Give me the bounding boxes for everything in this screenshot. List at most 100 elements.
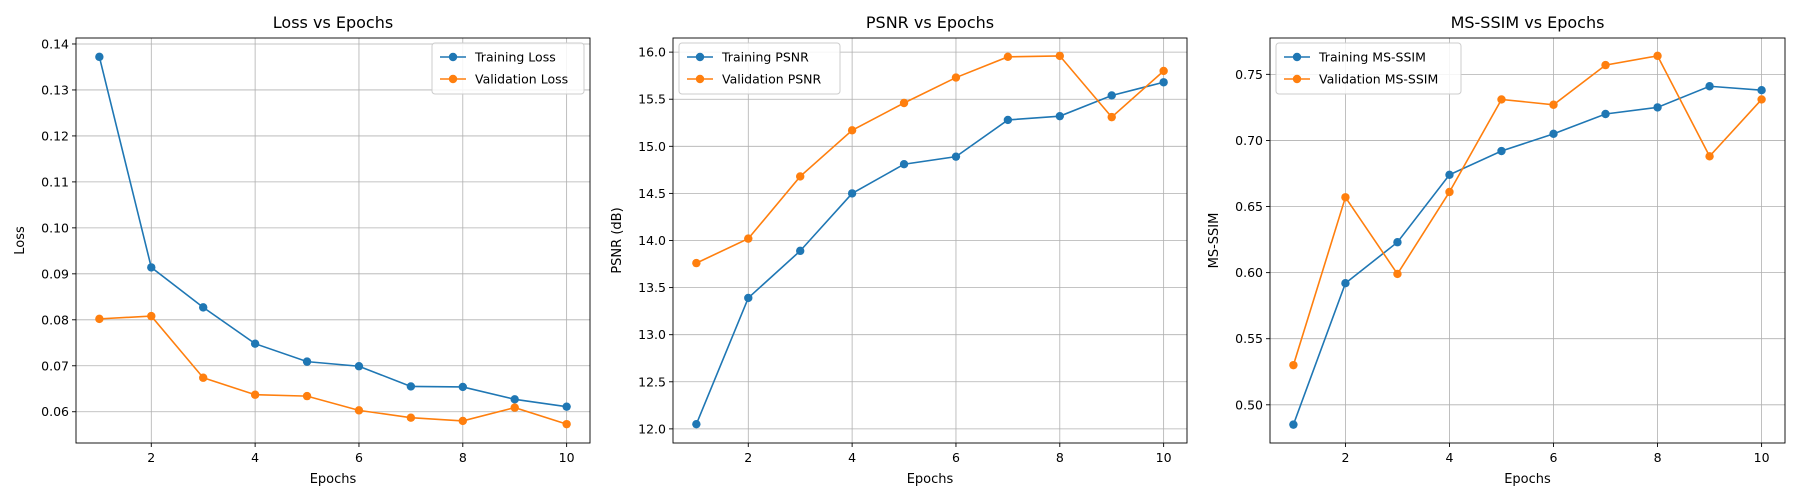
data-point [199,303,208,312]
series-validation-loss [95,311,571,429]
data-point [1107,112,1116,122]
data-point [302,391,312,401]
legend-box [431,42,585,95]
data-point [951,152,961,161]
data-point [1445,170,1454,180]
data-point [1653,103,1662,112]
data-point [1549,129,1558,139]
data-point [1055,111,1064,121]
data-point [1445,187,1454,197]
y-tick-label: 0.09 [41,266,69,281]
legend: Training Loss Validation Loss [431,42,585,95]
data-point [1341,193,1350,202]
x-tick-label: 10 [559,450,575,465]
series-training-loss [95,52,571,411]
y-tick-label: 0.75 [1235,67,1263,82]
legend-label: Validation MS-SSIM [1319,72,1438,87]
data-point [354,362,364,371]
legend-swatch-marker [695,74,705,84]
chart-title: Loss vs Epochs [273,13,393,32]
plot-frame [1269,37,1786,444]
data-point [250,339,260,348]
legend-swatch-marker [1292,74,1302,84]
x-tick-label: 8 [459,450,467,465]
x-tick-label: 2 [147,450,155,465]
data-point [1289,420,1298,429]
legend-label: Training Loss [474,50,556,65]
data-point [562,419,571,429]
y-tick-label: 0.07 [41,358,69,373]
data-point [1757,86,1766,95]
data-point [458,382,467,392]
data-point [510,395,519,404]
data-point [1003,52,1013,62]
y-tick-label: 16.0 [638,45,666,60]
legend-label: Training PSNR [721,50,809,65]
y-axis-label: MS-SSIM [1207,213,1222,269]
data-point [1159,78,1168,87]
data-point [1601,109,1610,119]
data-point [1159,66,1168,76]
y-tick-label: 13.5 [638,280,666,295]
data-point [147,263,156,272]
data-point [1341,278,1350,288]
y-tick-label: 13.0 [638,327,666,342]
data-point [744,293,753,303]
y-tick-label: 0.55 [1235,331,1263,346]
x-tick-label: 6 [355,450,363,465]
data-point [951,73,961,82]
data-point [147,311,156,321]
legend-label: Training MS-SSIM [1318,50,1426,65]
legend-label: Validation Loss [475,72,568,87]
data-point [847,126,857,135]
x-tick-label: 2 [744,450,752,465]
y-tick-label: 14.5 [638,186,666,201]
y-tick-label: 0.11 [41,174,69,189]
legend-box [1275,42,1462,95]
series-line [99,315,567,425]
legend-swatch-marker [448,74,458,84]
data-point [1107,91,1116,100]
y-tick-label: 0.70 [1235,133,1263,148]
plot-frame [75,37,591,444]
y-tick-label: 0.12 [41,128,69,143]
data-point [354,406,364,415]
grid-lines [1270,38,1785,443]
data-point [899,98,909,108]
y-tick-label: 15.0 [638,139,666,154]
series-line [1292,85,1762,425]
data-point [95,314,104,324]
y-tick-label: 15.5 [638,92,666,107]
y-tick-label: 0.60 [1235,265,1263,280]
series-validation-psnr [692,51,1168,268]
data-point [510,403,519,412]
series-training-psnr [692,78,1168,429]
x-tick-label: 10 [1156,450,1172,465]
y-tick-label: 0.08 [41,312,69,327]
data-point [1653,51,1662,61]
y-tick-label: 0.06 [41,404,69,419]
x-tick-label: 8 [1056,450,1064,465]
data-point [199,373,208,382]
data-point [1497,146,1506,156]
data-point [744,234,753,243]
data-point [1289,360,1298,370]
y-tick-label: 12.5 [638,374,666,389]
legend: Training MS-SSIM Validation MS-SSIM [1275,42,1462,95]
chart-title: MS-SSIM vs Epochs [1451,13,1605,32]
y-tick-label: 0.10 [41,220,69,235]
data-point [1757,95,1766,104]
grid-lines [76,38,590,443]
data-point [1705,152,1714,161]
data-point [1549,100,1558,109]
legend-swatch-marker [1292,52,1302,62]
x-tick-label: 6 [952,450,960,465]
data-point [796,172,805,181]
series-training-ms-ssim [1289,82,1766,429]
data-point [796,246,805,256]
y-tick-label: 14.0 [638,233,666,248]
chart-3: 2 4 6 8 10 0.50 0.55 0.60 0.65 0.70 0.75 MS-SSIM vs… [1207,13,1786,487]
chart-title: PSNR vs Epochs [866,13,994,32]
